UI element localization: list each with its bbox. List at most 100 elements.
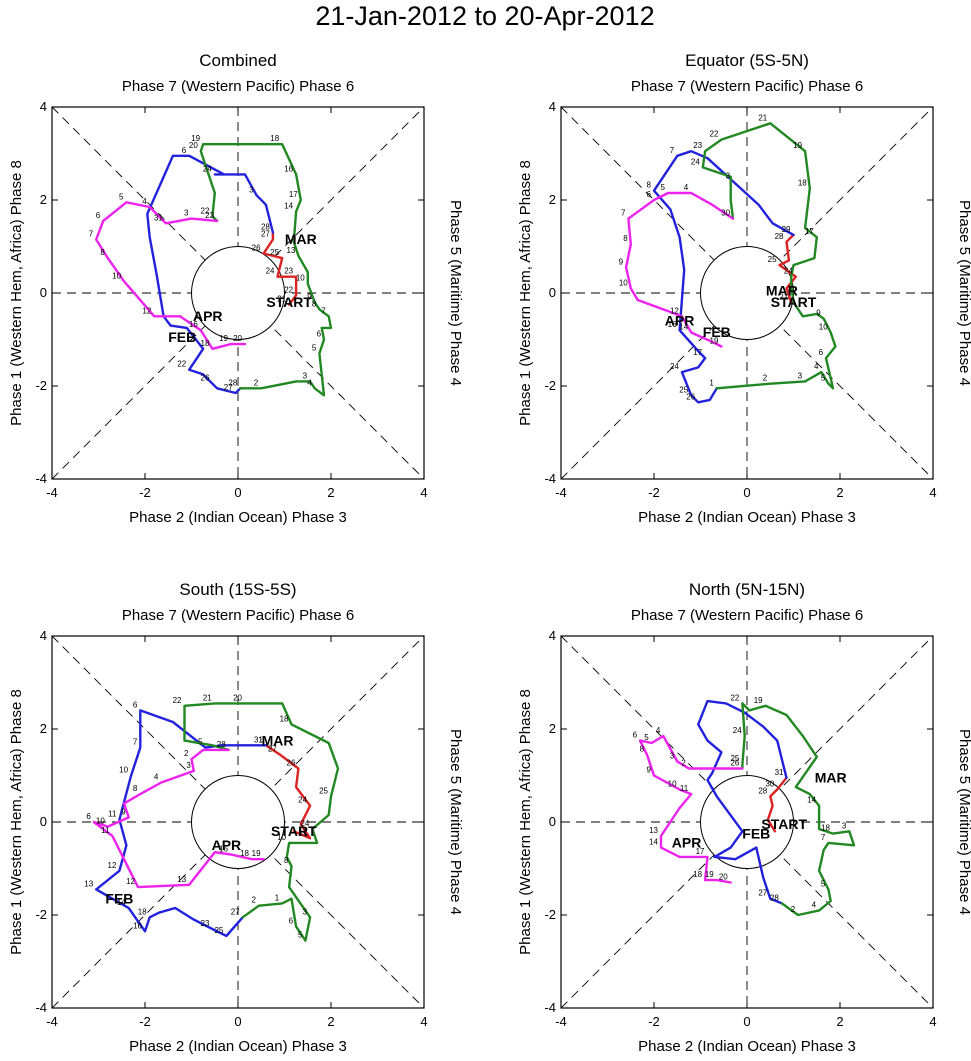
day-label: 18 [138,907,147,916]
day-label: 19 [219,334,228,343]
day-label: 1 [258,735,263,744]
day-label: 17 [696,847,705,856]
x-tick-label: 4 [929,1014,936,1029]
day-label: 20 [233,334,242,343]
y-tick-label: -2 [544,907,556,922]
day-label: 6 [819,348,824,357]
day-label: 28 [770,893,779,902]
day-label: 13 [649,826,658,835]
day-label: 2 [763,374,768,383]
day-label: 4 [684,183,689,192]
axis-label-top: Phase 7 (Western Pacific) Phase 6 [122,78,354,95]
panel-title: Equator (5S-5N) [685,51,809,70]
axis-label-left: Phase 1 (Western Hem, Africa) Phase 8 [8,689,25,955]
month-label-feb: FEB [168,329,196,345]
x-tick-label: -2 [648,485,660,500]
day-label: 5 [298,931,303,940]
day-label: 24 [784,267,793,276]
trajectory-line-jan [766,776,788,833]
day-label: 4 [812,900,817,909]
month-label-apr: APR [665,313,695,329]
x-tick-label: -4 [46,485,58,500]
y-tick-label: 0 [549,285,556,300]
trajectory-line-mar [701,122,837,390]
trajectory-line-apr [94,201,247,350]
day-label: 17 [693,348,702,357]
day-label: 17 [805,227,814,236]
day-label: 10 [119,766,128,775]
day-label: 8 [100,248,105,257]
day-label: 18 [798,178,807,187]
unit-amplitude-circle [700,246,794,340]
day-label: 18 [201,339,210,348]
day-label: 6 [647,190,652,199]
day-label: 6 [633,731,638,740]
month-label-start: START [761,816,807,832]
panels: Combined Phase 7 (Western Pacific) Phase … [8,51,971,1055]
x-tick-label: -4 [555,1014,567,1029]
day-label: 24 [300,819,309,828]
month-label-apr: APR [212,837,242,853]
day-label: 28 [775,232,784,241]
day-label: 10 [296,274,305,283]
month-label-apr: APR [193,308,223,324]
day-label: 14 [117,898,126,907]
day-label: 13 [84,879,93,888]
panel-title: Combined [199,51,277,70]
day-label: 3 [186,761,191,770]
day-label: 4 [656,726,661,735]
day-label: 23 [284,267,293,276]
day-label: 2 [791,905,796,914]
day-label: 18 [693,870,702,879]
day-label: 26 [730,759,739,768]
day-label: 22 [177,360,186,369]
x-tick-label: 2 [836,1014,843,1029]
day-label: 11 [108,810,117,819]
x-tick-label: 0 [743,485,750,500]
day-label: 7 [621,209,626,218]
day-label: 29 [782,225,791,234]
day-label: 5 [312,343,317,352]
day-label: 23 [205,211,214,220]
day-label: 31 [154,213,163,222]
day-label: 20 [233,693,242,702]
axis-label-bottom: Phase 2 (Indian Ocean) Phase 3 [638,1038,856,1055]
day-label: 24 [266,267,275,276]
day-label: 13 [287,246,296,255]
day-label: 6 [317,330,322,339]
day-label: 19 [710,336,719,345]
day-label: 9 [307,292,312,301]
day-label: 27 [758,889,767,898]
day-label: 8 [312,299,317,308]
y-tick-label: 2 [40,192,47,207]
day-label: 11 [101,826,110,835]
day-label: 2 [254,378,259,387]
day-label: 24 [298,796,307,805]
x-tick-label: -2 [648,1014,660,1029]
day-label: 31 [254,735,263,744]
axis-label-top: Phase 7 (Western Pacific) Phase 6 [631,78,863,95]
y-tick-label: 4 [40,628,47,643]
trajectory-line-jan [264,744,312,840]
day-label: 2 [184,749,189,758]
day-label: 10 [668,779,677,788]
day-label: 26 [201,374,210,383]
day-label: 18 [240,849,249,858]
day-label: 3 [303,907,308,916]
day-label: 5 [198,738,203,747]
day-label: 28 [261,223,270,232]
day-label: 14 [807,796,816,805]
x-tick-label: -4 [555,485,567,500]
x-tick-label: -4 [46,1014,58,1029]
day-label: 6 [96,211,101,220]
trajectory-line-apr [624,191,735,348]
y-tick-label: -2 [35,378,47,393]
axis-label-bottom: Phase 2 (Indian Ocean) Phase 3 [129,509,347,526]
y-tick-label: -4 [35,471,47,486]
day-label: 8 [133,784,138,793]
day-label: 22 [284,285,293,294]
day-label: 19 [252,849,261,858]
day-label: 8 [623,234,628,243]
day-label: 9 [121,807,126,816]
